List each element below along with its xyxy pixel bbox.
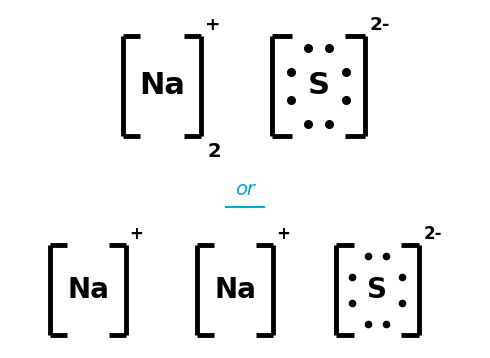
Text: Na: Na (214, 276, 256, 304)
Text: Na: Na (139, 71, 185, 101)
Text: 2-: 2- (424, 226, 442, 243)
Text: +: + (205, 16, 220, 34)
Text: 2: 2 (207, 142, 221, 161)
Text: +: + (129, 226, 144, 243)
Text: 2-: 2- (370, 16, 391, 34)
Text: S: S (368, 276, 387, 304)
Text: +: + (276, 226, 291, 243)
Text: Na: Na (67, 276, 109, 304)
Text: S: S (308, 71, 329, 101)
Text: or: or (235, 180, 255, 199)
